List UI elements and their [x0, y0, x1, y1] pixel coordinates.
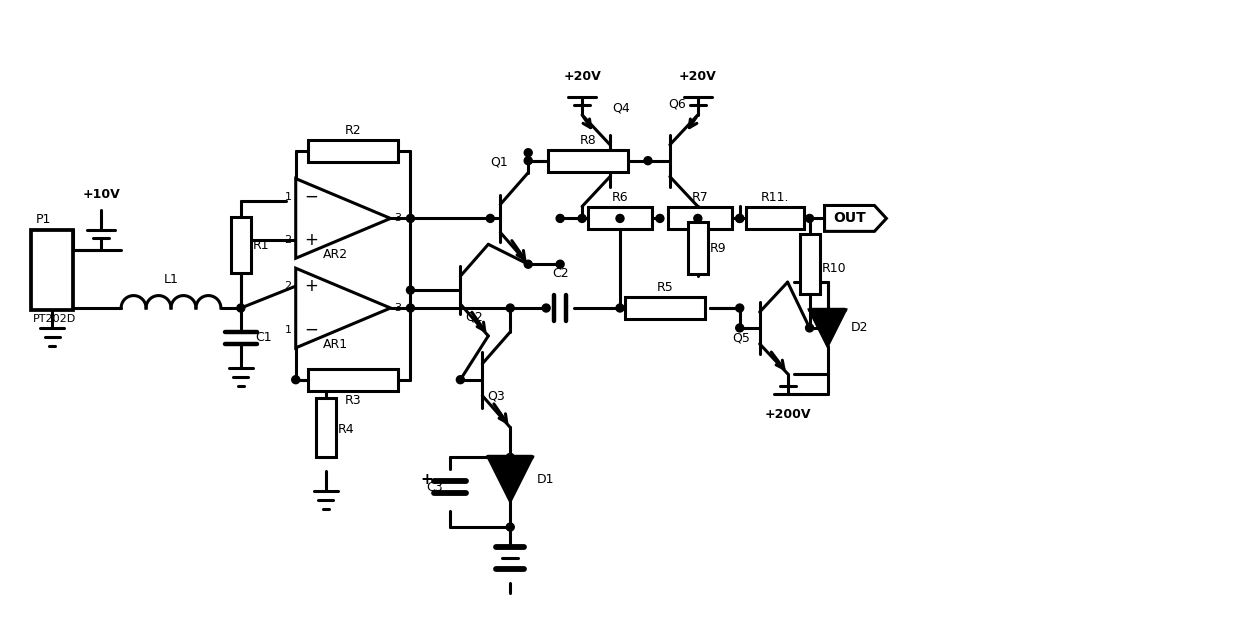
Circle shape — [578, 214, 587, 223]
Text: +10V: +10V — [82, 187, 120, 201]
Circle shape — [735, 304, 744, 312]
Text: 1: 1 — [285, 325, 291, 335]
Circle shape — [806, 214, 813, 223]
Text: R8: R8 — [579, 134, 596, 147]
Bar — [309, 369, 398, 391]
Text: R9: R9 — [709, 242, 727, 255]
Circle shape — [525, 157, 532, 165]
Circle shape — [456, 376, 464, 384]
Text: AR1: AR1 — [324, 338, 348, 351]
Circle shape — [644, 157, 652, 165]
Polygon shape — [295, 179, 391, 258]
Text: C1: C1 — [254, 332, 272, 344]
Text: +: + — [304, 231, 317, 250]
Circle shape — [407, 214, 414, 223]
Bar — [800, 234, 820, 294]
Bar — [548, 150, 627, 172]
Circle shape — [542, 304, 551, 312]
Bar — [625, 297, 704, 319]
Text: R10: R10 — [822, 261, 846, 275]
Bar — [688, 223, 708, 274]
Circle shape — [735, 214, 744, 223]
Bar — [309, 140, 398, 162]
Text: R2: R2 — [345, 124, 361, 137]
Text: P1: P1 — [35, 213, 51, 226]
Text: Q2: Q2 — [465, 310, 484, 323]
Bar — [668, 208, 732, 229]
Text: +20V: +20V — [563, 70, 601, 83]
Text: −: − — [304, 187, 317, 206]
Bar — [745, 208, 804, 229]
Text: R5: R5 — [656, 281, 673, 294]
Circle shape — [557, 214, 564, 223]
Polygon shape — [825, 206, 887, 231]
Circle shape — [525, 149, 532, 157]
Polygon shape — [295, 268, 391, 348]
Circle shape — [694, 214, 702, 223]
Text: −: − — [304, 321, 317, 339]
Bar — [231, 218, 250, 273]
Circle shape — [735, 324, 744, 332]
Text: R4: R4 — [337, 423, 355, 436]
Circle shape — [506, 304, 515, 312]
Circle shape — [486, 214, 495, 223]
Text: Q6: Q6 — [668, 98, 686, 111]
Text: +200V: +200V — [764, 408, 811, 421]
Text: Q4: Q4 — [613, 102, 630, 115]
Text: R7: R7 — [692, 191, 708, 204]
Text: Q5: Q5 — [732, 332, 750, 344]
Circle shape — [407, 304, 414, 312]
Circle shape — [735, 214, 744, 223]
Circle shape — [557, 260, 564, 268]
Text: +: + — [304, 277, 317, 295]
Text: D2: D2 — [851, 322, 868, 334]
Text: Q1: Q1 — [490, 155, 508, 169]
Text: 2: 2 — [285, 235, 291, 245]
Text: +: + — [420, 472, 433, 487]
Bar — [316, 398, 336, 457]
Text: D1: D1 — [537, 473, 554, 486]
Text: AR2: AR2 — [324, 248, 348, 261]
Text: +20V: +20V — [680, 70, 717, 83]
Text: OUT: OUT — [833, 211, 866, 226]
Circle shape — [506, 523, 515, 531]
Polygon shape — [489, 457, 532, 501]
Text: PT202D: PT202D — [33, 314, 77, 324]
Text: 3: 3 — [394, 303, 402, 313]
Text: C2: C2 — [552, 267, 568, 280]
Circle shape — [291, 376, 300, 384]
Bar — [588, 208, 652, 229]
Circle shape — [506, 453, 515, 461]
Polygon shape — [810, 310, 846, 346]
Circle shape — [616, 214, 624, 223]
Text: Q3: Q3 — [487, 389, 505, 403]
Text: R11.: R11. — [760, 191, 789, 204]
Text: R6: R6 — [611, 191, 629, 204]
Circle shape — [656, 214, 663, 223]
Circle shape — [806, 324, 813, 332]
Text: 2: 2 — [285, 281, 291, 291]
Text: L1: L1 — [164, 273, 179, 286]
Circle shape — [407, 286, 414, 294]
Circle shape — [237, 304, 244, 312]
Circle shape — [616, 304, 624, 312]
Circle shape — [525, 260, 532, 268]
Text: R1: R1 — [253, 239, 269, 252]
Bar — [31, 230, 73, 310]
Text: 1: 1 — [285, 191, 291, 201]
Text: R3: R3 — [345, 394, 361, 407]
Text: C3: C3 — [425, 481, 443, 493]
Text: 3: 3 — [394, 213, 402, 223]
